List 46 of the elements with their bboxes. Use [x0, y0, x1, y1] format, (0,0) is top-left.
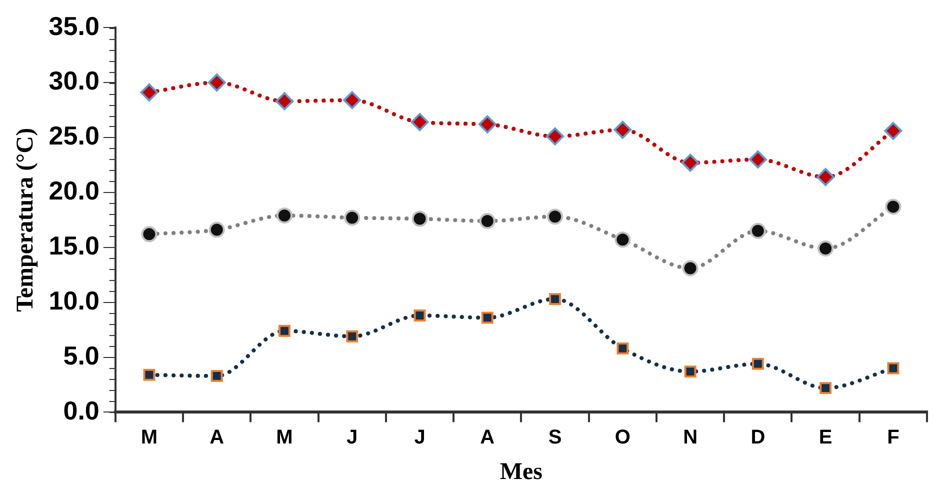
x-tick-label: F: [887, 426, 900, 449]
point: [346, 330, 358, 342]
y-tick-label: 20.0: [48, 176, 100, 206]
x-tick-label: E: [818, 426, 832, 449]
y-tick-label: 10.0: [48, 285, 100, 316]
point: [546, 127, 564, 146]
point: [549, 293, 561, 305]
x-tick-label: O: [614, 426, 630, 449]
point: [481, 312, 494, 324]
point: [887, 362, 900, 374]
x-tick-label: D: [750, 426, 766, 449]
point: [208, 74, 226, 92]
y-tick-label: 30.0: [48, 66, 100, 96]
x-tick-label: A: [480, 426, 495, 449]
x-tick-label: J: [414, 426, 426, 449]
x-tick-label: A: [210, 426, 224, 449]
point: [684, 366, 696, 378]
point: [748, 150, 767, 168]
x-tick-label: S: [548, 426, 562, 449]
y-tick-label: 25.0: [48, 120, 100, 151]
point: [278, 324, 290, 337]
point: [410, 113, 429, 132]
point: [275, 92, 294, 110]
point: [210, 370, 223, 382]
x-tick-label: M: [276, 426, 293, 449]
y-tick-label: 0.0: [63, 395, 100, 426]
x-axis-title: Mes: [500, 458, 543, 485]
point: [820, 382, 832, 394]
x-tick-label: J: [346, 426, 358, 449]
x-tick-label: M: [140, 426, 158, 449]
point: [143, 368, 156, 381]
y-tick-label: 5.0: [63, 340, 100, 370]
y-tick-label: 15.0: [48, 230, 100, 261]
point: [816, 168, 835, 186]
x-tick-label: N: [683, 426, 698, 449]
point: [681, 154, 700, 172]
point: [343, 91, 362, 110]
point: [884, 122, 902, 140]
y-tick-label: 35.0: [48, 10, 100, 41]
y-axis-title: Temperatura (°C): [12, 128, 39, 312]
point: [478, 115, 496, 134]
point: [414, 310, 426, 322]
point: [614, 120, 632, 139]
point: [752, 358, 764, 370]
point: [140, 83, 158, 102]
point: [616, 342, 629, 354]
